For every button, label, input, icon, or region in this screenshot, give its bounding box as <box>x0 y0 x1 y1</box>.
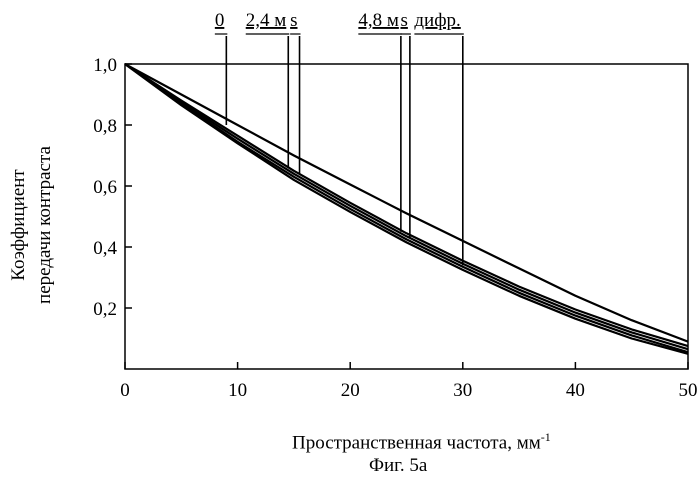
x-tick-label: 10 <box>228 380 247 401</box>
x-axis-label-text: Пространственная частота, мм <box>292 432 541 453</box>
annotation-label: s <box>290 10 297 31</box>
x-tick-label: 40 <box>566 380 585 401</box>
mtf-curve-2 <box>125 64 688 346</box>
annotation-label: s <box>400 10 407 31</box>
mtf-curve-5 <box>125 64 688 354</box>
x-tick-label: 50 <box>679 380 698 401</box>
annotation-label: 2,4 м <box>246 10 287 31</box>
y-tick-label: 0,8 <box>93 116 117 137</box>
y-axis-label-line-1: Коэффициент <box>8 169 29 281</box>
x-tick-label: 20 <box>341 380 360 401</box>
y-tick-label: 0,4 <box>93 238 117 259</box>
y-tick-label: 0,2 <box>93 299 117 320</box>
y-tick-label: 1,0 <box>93 55 117 76</box>
y-axis-label: Коэффициент передачи контраста <box>8 145 55 303</box>
x-ticks: 0 10 20 30 40 50 <box>120 362 697 401</box>
y-tick-label: 0,6 <box>93 177 117 198</box>
y-axis-label-line-2: передачи контраста <box>34 145 55 303</box>
annotation-label: 0 <box>215 10 225 31</box>
x-axis-label: Пространственная частота, мм-1 <box>292 430 551 454</box>
mtf-curve-3 <box>125 64 688 349</box>
curves <box>125 64 688 354</box>
x-tick-label: 0 <box>120 380 130 401</box>
annotations: 02,4 мs4,8 мsдифр. <box>215 10 464 265</box>
figure-caption: Фиг. 5а <box>369 455 427 477</box>
x-tick-label: 30 <box>453 380 472 401</box>
mtf-curve-1 <box>125 64 688 342</box>
x-axis-label-unit-exponent: -1 <box>541 430 551 444</box>
annotation-label: 4,8 м <box>358 10 399 31</box>
annotation-label: дифр. <box>414 10 460 31</box>
y-ticks: 0,2 0,4 0,6 0,8 1,0 <box>93 55 132 320</box>
